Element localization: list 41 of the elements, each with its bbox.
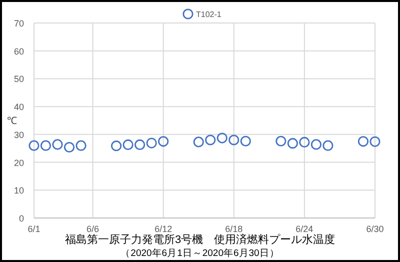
x-tick-label: 6/6	[86, 224, 100, 234]
point	[193, 136, 204, 148]
x-tick-label: 6/12	[154, 224, 172, 234]
y-tick-label: 50	[14, 74, 24, 84]
point	[216, 132, 228, 144]
point	[240, 136, 251, 146]
y-axis-title: ℃	[7, 116, 17, 127]
y-tick-label: 60	[14, 46, 24, 56]
point	[146, 138, 157, 148]
point	[134, 139, 146, 150]
point	[40, 140, 52, 151]
y-tick-label: 20	[14, 158, 24, 168]
point	[111, 140, 122, 152]
point	[287, 138, 298, 149]
y-tick-label: 30	[14, 130, 24, 140]
legend-label: T102-1	[196, 10, 222, 19]
point	[276, 136, 286, 146]
point	[205, 134, 216, 146]
x-tick-label: 6/1	[28, 224, 40, 234]
y-tick-label: 40	[14, 102, 24, 112]
point	[228, 134, 240, 146]
point	[299, 136, 310, 148]
point	[358, 136, 369, 147]
legend: T102-1	[182, 8, 222, 20]
point	[158, 136, 169, 147]
y-tick-label: 70	[14, 18, 24, 28]
point	[370, 136, 380, 147]
x-tick-label: 6/24	[296, 224, 314, 234]
text: （2020年6月1日～2020年6月30日）	[120, 247, 280, 259]
point	[310, 139, 322, 150]
point	[322, 140, 334, 151]
point	[64, 142, 75, 153]
x-tick-label: 6/30	[366, 224, 384, 234]
point	[28, 140, 40, 151]
point	[122, 139, 134, 150]
point	[76, 140, 86, 151]
y-tick-label: 10	[14, 186, 24, 196]
y-tick-label: 0	[18, 214, 24, 224]
point	[52, 139, 63, 150]
x-tick-label: 6/18	[225, 224, 243, 234]
text: 福島第一原子力発電所3号機 使用済燃料プール水温度	[64, 233, 336, 246]
